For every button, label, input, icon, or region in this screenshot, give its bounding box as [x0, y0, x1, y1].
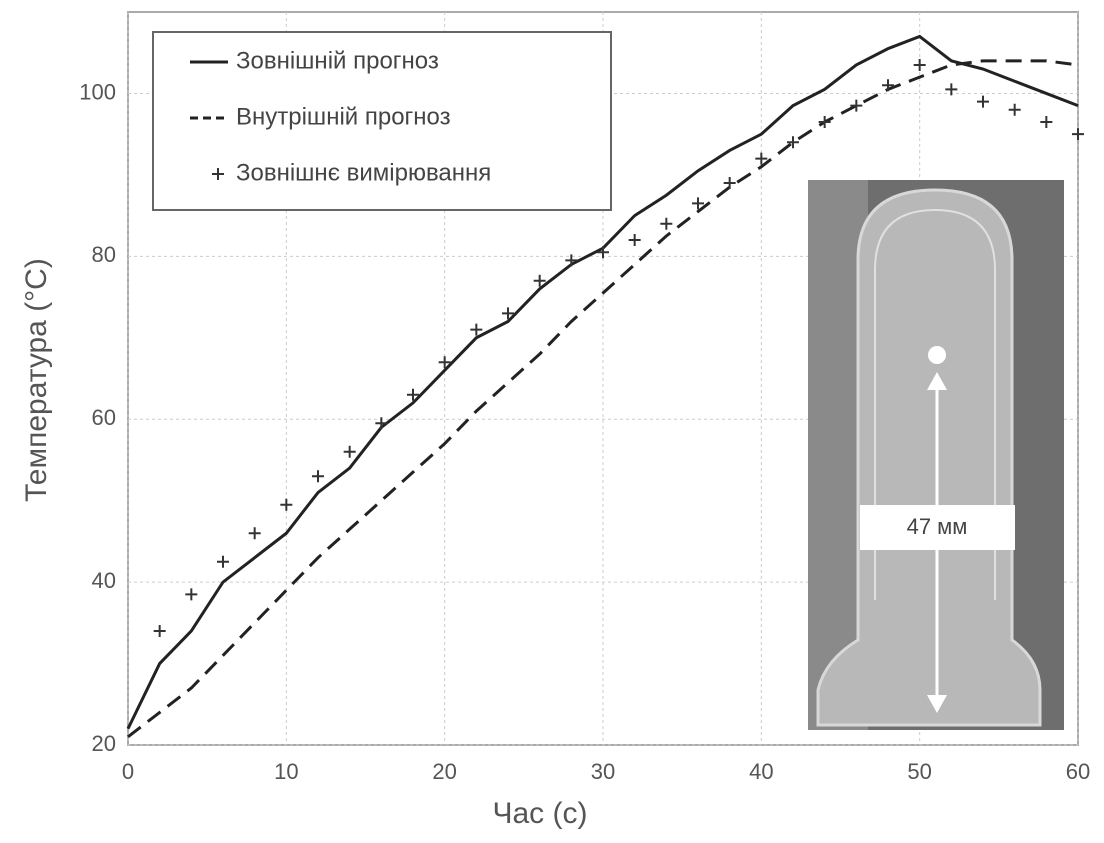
inset-label: 47 мм [907, 514, 968, 539]
x-axis-label: Час (с) [493, 797, 588, 830]
data-point [755, 152, 768, 165]
legend-label: Зовнішнє вимірювання [236, 159, 491, 186]
tube [816, 188, 1042, 727]
data-point [280, 498, 293, 511]
y-axis-label: Температура (°С) [20, 258, 53, 502]
y-tick-label: 20 [92, 731, 116, 756]
data-point [882, 79, 894, 92]
data-point [502, 307, 514, 320]
data-point [913, 58, 926, 71]
legend-box [152, 31, 612, 211]
data-point [185, 588, 198, 601]
data-point [407, 388, 419, 401]
inset-photo: 47 мм [808, 180, 1064, 730]
data-point [628, 234, 641, 247]
legend-label: Зовнішній прогноз [236, 47, 439, 74]
data-point [312, 470, 324, 483]
data-point [470, 323, 483, 336]
data-point [1008, 103, 1021, 116]
data-point [217, 555, 229, 568]
data-point [565, 254, 578, 267]
data-point [977, 95, 989, 108]
data-point [1072, 128, 1084, 141]
data-point [787, 136, 799, 149]
data-point [818, 115, 831, 128]
data-point [945, 83, 958, 96]
x-tick-label: 20 [432, 759, 456, 784]
legend-label: Внутрішній прогноз [236, 103, 451, 130]
data-point [692, 197, 704, 210]
y-tick-label: 100 [79, 79, 116, 104]
y-tick-label: 80 [92, 242, 116, 267]
data-point [597, 246, 609, 259]
label-box [860, 505, 1015, 550]
legend-swatch [212, 168, 224, 180]
data-point [343, 445, 356, 458]
y-tick-label: 40 [92, 568, 116, 593]
x-tick-label: 0 [122, 759, 134, 784]
data-point [533, 274, 546, 287]
x-tick-label: 40 [749, 759, 773, 784]
data-point [375, 417, 388, 430]
data-point [660, 217, 673, 230]
data-point [248, 527, 261, 540]
data-point [723, 177, 736, 190]
data-point [153, 624, 166, 637]
data-point [850, 99, 863, 112]
tube-highlight [874, 208, 996, 600]
point-marker [928, 346, 946, 364]
x-tick-label: 30 [591, 759, 615, 784]
series-layer [126, 34, 1084, 739]
x-tick-label: 10 [274, 759, 298, 784]
legend: Зовнішній прогноз Внутрішній прогноз Зовні… [152, 31, 612, 211]
data-point [1040, 115, 1053, 128]
x-tick-label: 50 [907, 759, 931, 784]
data-point [438, 356, 451, 369]
y-tick-label: 60 [92, 405, 116, 430]
series-line [127, 59, 1079, 739]
x-tick-label: 60 [1066, 759, 1090, 784]
